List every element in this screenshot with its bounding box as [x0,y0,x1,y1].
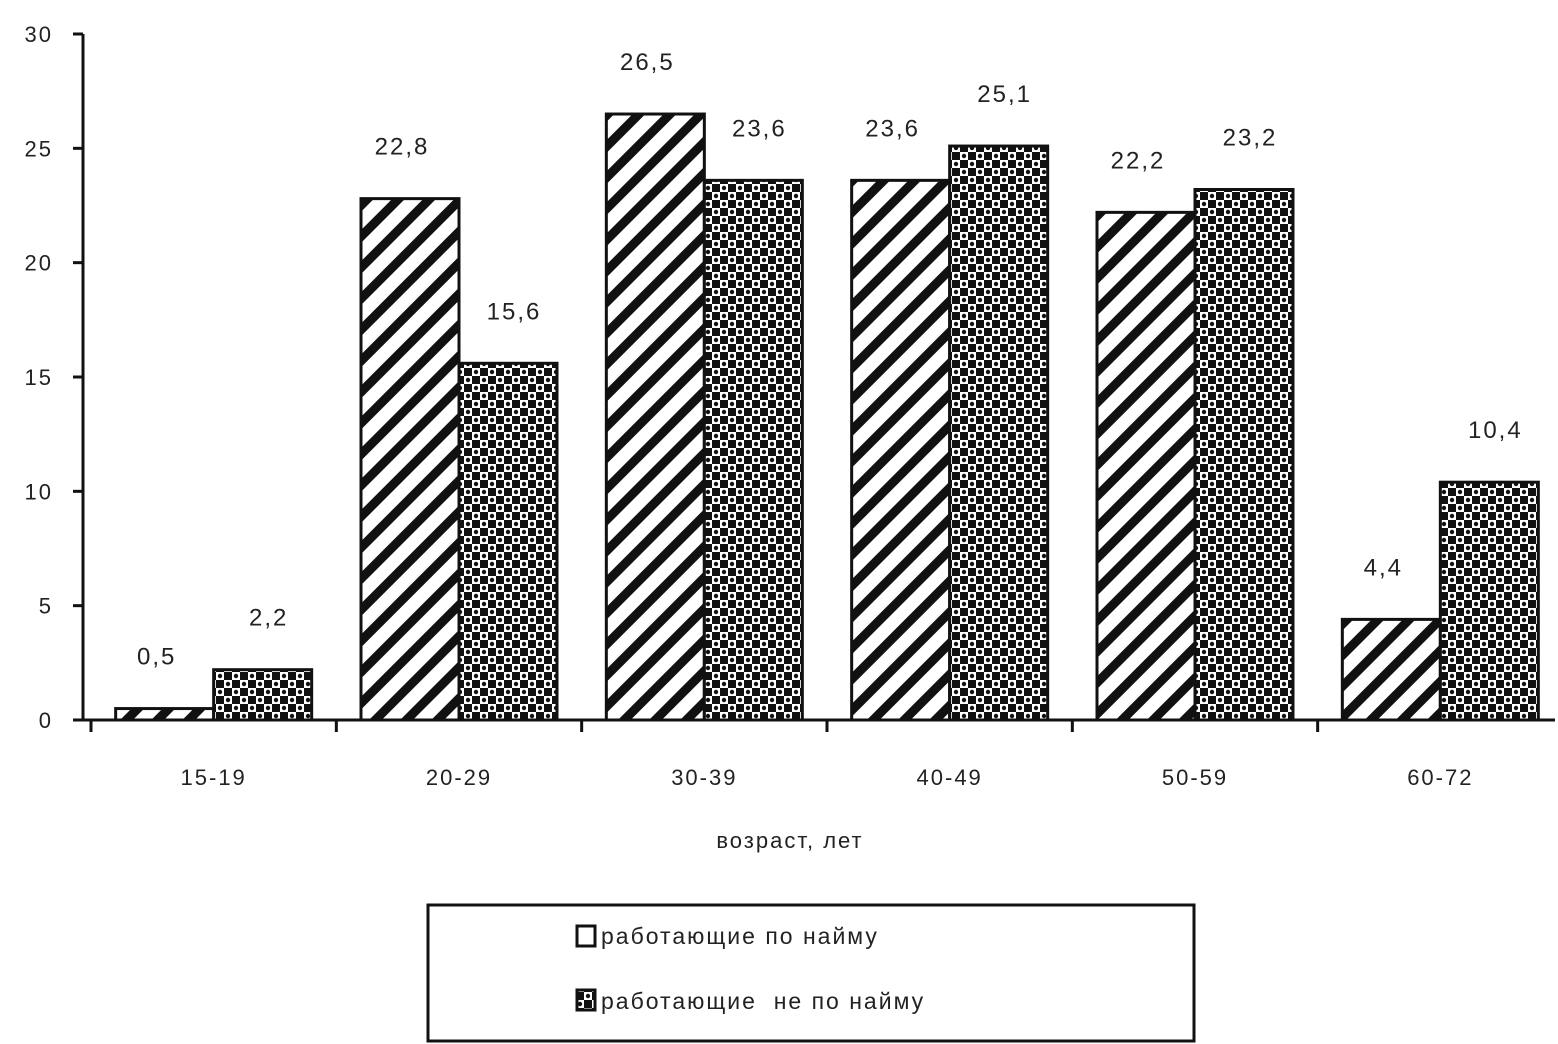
x-tick-label: 60-72 [1407,765,1473,790]
legend-label-hired: работающие по найму [601,923,879,949]
x-tick-label: 50-59 [1162,765,1228,790]
data-label: 26,5 [620,49,675,76]
bar-self-employed [1193,187,1295,722]
bar-hired [114,707,216,722]
bar-hired [850,178,952,722]
x-tick-label: 15-19 [181,765,247,790]
data-label: 4,4 [1364,554,1403,581]
bar-hired [359,197,461,722]
data-labels: 0,5 2,2 22,8 15,6 26,5 23,6 23,6 25,1 22,2 23,2 4,… [137,49,1523,671]
y-tick-label: 15 [25,365,53,390]
bar-hired [1095,210,1197,722]
data-label: 23,2 [1223,124,1278,151]
bars [114,112,1540,722]
x-axis-title: возраст, лет [716,828,863,853]
data-label: 22,2 [1111,147,1166,174]
legend-label-self-employed: работающие не по найму [601,988,925,1014]
bar-self-employed [702,178,804,722]
data-label: 25,1 [977,81,1032,108]
data-label: 23,6 [865,115,920,142]
bar-hired [604,112,706,722]
y-axis-ticks: 0 5 10 15 20 25 30 [25,22,83,733]
y-tick-label: 5 [39,594,53,619]
data-label: 2,2 [249,605,288,632]
data-label: 10,4 [1468,417,1523,444]
legend-swatch-hired [575,924,597,948]
y-tick-label: 25 [25,136,53,161]
legend-swatch-self-employed [575,988,597,1012]
y-tick-label: 10 [25,479,53,504]
data-label: 22,8 [375,134,430,161]
bar-self-employed [1438,480,1540,722]
bar-self-employed [948,144,1050,722]
x-axis-ticks: 15-19 20-29 30-39 40-49 50-59 60-72 [89,720,1473,790]
bar-self-employed [457,361,559,722]
legend: работающие по найму работающие не по най… [426,903,1196,1043]
data-label: 0,5 [137,644,176,671]
y-tick-label: 0 [39,708,53,733]
bar-hired [1340,617,1442,722]
y-tick-label: 20 [25,251,53,276]
data-label: 23,6 [732,115,787,142]
legend-box [426,903,1196,1043]
x-tick-label: 20-29 [426,765,492,790]
y-tick-label: 30 [25,22,53,47]
bar-self-employed [212,668,314,722]
x-tick-label: 30-39 [671,765,737,790]
data-label: 15,6 [487,298,542,325]
x-tick-label: 40-49 [917,765,983,790]
